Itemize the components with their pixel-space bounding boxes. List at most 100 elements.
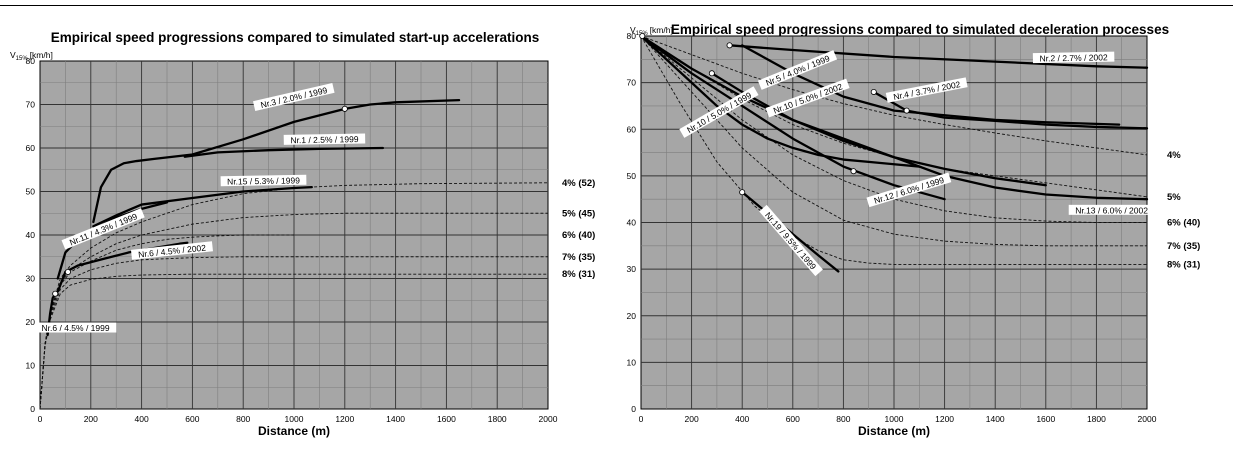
simulated-series-label: 5%	[1167, 192, 1181, 203]
simulated-series-line	[39, 273, 548, 410]
data-marker	[341, 105, 348, 112]
x-tick-label: 800	[836, 414, 850, 424]
x-axis-label: Distance (m)	[258, 424, 330, 438]
x-tick-label: 1800	[1087, 414, 1106, 424]
y-tick-label: 60	[627, 124, 637, 134]
annotation-box	[866, 172, 952, 208]
simulated-series-label: 5% (45)	[562, 208, 595, 219]
x-tick-label: 200	[84, 414, 98, 424]
simulated-series-label: 4%	[1167, 150, 1181, 161]
x-tick-label: 1000	[885, 414, 904, 424]
empirical-series-line	[639, 34, 921, 168]
annotation-box	[679, 86, 759, 138]
x-tick-label: 0	[639, 414, 644, 424]
acceleration-chart: Empirical speed progressions compared to…	[10, 30, 595, 438]
chart-title: Empirical speed progressions compared to…	[51, 30, 539, 45]
y-tick-label: 80	[26, 56, 36, 66]
y-axis-label-subscript: 15%	[16, 56, 29, 62]
x-tick-label: 1000	[285, 414, 304, 424]
x-tick-label: 1200	[335, 414, 354, 424]
series-annotation: Nr.1 / 2.5% / 1999	[283, 133, 366, 145]
annotation-box	[1068, 204, 1155, 215]
annotation-box	[885, 77, 968, 103]
x-tick-label: 2000	[539, 414, 558, 424]
annotation-box	[1032, 51, 1115, 64]
annotation-text: Nr.15 / 5.3% / 1999	[227, 175, 300, 186]
simulated-series-label: 7% (35)	[1167, 241, 1200, 252]
annotation-box	[220, 174, 307, 187]
series-annotation: Nr.6 / 4.5% / 1999	[34, 322, 117, 333]
y-tick-label: 0	[631, 404, 636, 414]
x-tick-label: 1200	[935, 414, 954, 424]
y-tick-label: 20	[627, 311, 637, 321]
empirical-series-group	[46, 99, 461, 337]
empirical-series-line	[728, 44, 1149, 69]
y-tick-label: 40	[26, 230, 36, 240]
data-marker	[64, 268, 71, 275]
simulated-series-line	[640, 35, 1147, 265]
data-marker	[903, 107, 910, 114]
empirical-series-line	[639, 34, 1149, 201]
annotation-box	[757, 50, 838, 90]
simulated-series-label: 8% (31)	[562, 269, 595, 280]
data-marker	[708, 70, 715, 77]
x-tick-label: 1400	[986, 414, 1005, 424]
x-tick-label: 400	[735, 414, 749, 424]
simulated-series-label: 6% (40)	[1167, 218, 1200, 229]
y-axis-label-main: V	[10, 50, 16, 60]
y-tick-label: 70	[26, 100, 36, 110]
data-marker	[52, 290, 59, 297]
empirical-series-line	[183, 146, 385, 158]
simulated-series-label: 6% (40)	[562, 230, 595, 241]
annotation-box	[283, 133, 366, 145]
empirical-series-line	[741, 191, 840, 273]
empirical-series-line	[64, 241, 189, 274]
chart-title: Empirical speed progressions compared to…	[671, 22, 1169, 37]
empirical-series-line	[639, 34, 946, 201]
y-tick-label: 40	[627, 218, 637, 228]
series-annotation: Nr.13 / 6.0% / 2002	[1068, 204, 1155, 215]
annotation-text: Nr.6 / 4.5% / 1999	[42, 323, 110, 333]
y-tick-label: 60	[26, 143, 36, 153]
y-axis-label-unit: [km/h]	[30, 50, 53, 60]
simulated-series-label: 4% (52)	[562, 178, 595, 189]
y-tick-label: 10	[26, 361, 36, 371]
annotation-text: Nr.1 / 2.5% / 1999	[290, 134, 358, 145]
x-tick-label: 600	[185, 414, 199, 424]
y-axis-label: V15%[km/h]	[10, 50, 53, 62]
series-annotation: Nr.2 / 2.7% / 2002	[1032, 51, 1115, 64]
y-tick-label: 70	[627, 78, 637, 88]
simulated-series-label: 7% (35)	[562, 252, 595, 263]
annotation-box	[34, 322, 117, 333]
data-marker	[739, 189, 746, 196]
x-tick-label: 1400	[386, 414, 405, 424]
y-axis-label-main: V	[630, 25, 636, 35]
x-tick-label: 2000	[1138, 414, 1157, 424]
simulated-series-label: 8% (31)	[1167, 259, 1200, 270]
annotation-text: Nr.2 / 2.7% / 2002	[1040, 52, 1108, 63]
annotation-box	[130, 241, 213, 260]
x-axis-label: Distance (m)	[858, 424, 930, 438]
annotation-box	[252, 82, 335, 112]
y-tick-label: 50	[26, 187, 36, 197]
y-axis-label: V15%[km/h]	[630, 25, 673, 37]
series-annotation: Nr.15 / 5.3% / 1999	[220, 174, 307, 187]
annotation-text: Nr.13 / 6.0% / 2002	[1075, 205, 1148, 215]
x-tick-label: 1600	[1036, 414, 1055, 424]
y-axis-label-unit: [km/h]	[650, 25, 673, 35]
data-marker	[850, 168, 857, 175]
y-tick-label: 10	[627, 357, 637, 367]
data-marker	[639, 33, 646, 40]
simulated-series-line	[640, 35, 1148, 156]
simulated-series-line	[39, 234, 294, 410]
empirical-series-line	[92, 99, 461, 224]
y-tick-label: 30	[627, 264, 637, 274]
grid-major	[641, 36, 1147, 409]
empirical-series-line	[92, 185, 313, 228]
data-marker	[726, 42, 733, 49]
annotation-box	[765, 78, 850, 118]
y-tick-label: 0	[30, 404, 35, 414]
x-tick-label: 1800	[488, 414, 507, 424]
annotation-box	[61, 208, 145, 250]
simulated-series-line	[640, 35, 1147, 247]
